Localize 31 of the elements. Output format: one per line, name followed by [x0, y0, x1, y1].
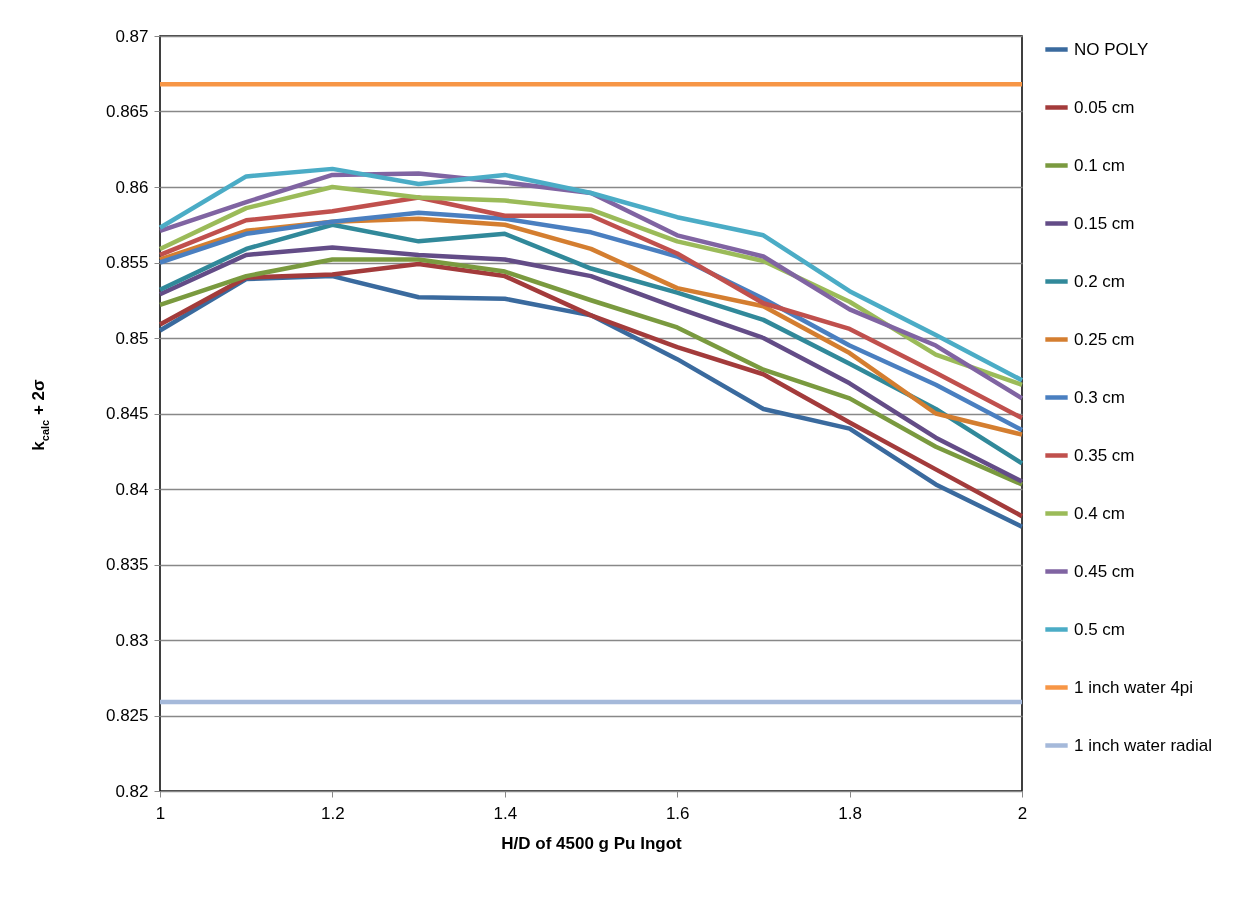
y-tick-label: 0.83	[115, 630, 149, 650]
legend-label: 0.2 cm	[1074, 271, 1126, 291]
legend-label: 1 inch water radial	[1074, 735, 1212, 755]
x-tick-label: 1	[155, 803, 166, 823]
legend-label: 0.35 cm	[1074, 445, 1135, 465]
legend-label: 0.45 cm	[1074, 561, 1135, 581]
y-tick-label: 0.845	[105, 404, 149, 423]
y-tick-label: 0.85	[115, 328, 149, 348]
y-tick-label: 0.865	[105, 102, 149, 121]
x-axis-title: H/D of 4500 g Pu Ingot	[501, 833, 683, 853]
y-tick-label: 0.82	[115, 781, 149, 801]
y-tick-label: 0.84	[115, 479, 149, 499]
x-tick-label: 1.6	[665, 803, 690, 823]
legend-label: 0.1 cm	[1074, 155, 1126, 175]
legend-label: 1 inch water 4pi	[1074, 677, 1194, 697]
legend-label: 0.3 cm	[1074, 387, 1126, 407]
legend-label: 0.25 cm	[1074, 329, 1135, 349]
y-tick-label: 0.855	[105, 253, 149, 272]
x-tick-label: 1.8	[838, 803, 862, 823]
y-tick-label: 0.86	[115, 177, 149, 197]
y-tick-label: 0.825	[105, 706, 149, 725]
y-tick-label: 0.835	[105, 555, 149, 574]
legend-label: 0.5 cm	[1074, 619, 1126, 639]
x-tick-label: 1.2	[321, 803, 345, 823]
x-tick-label: 2	[1017, 803, 1028, 823]
legend-label: 0.4 cm	[1074, 503, 1126, 523]
legend-label: NO POLY	[1074, 39, 1149, 59]
legend-label: 0.05 cm	[1074, 97, 1135, 117]
x-tick-label: 1.4	[493, 803, 518, 823]
y-tick-label: 0.87	[115, 26, 149, 46]
legend-label: 0.15 cm	[1074, 213, 1135, 233]
